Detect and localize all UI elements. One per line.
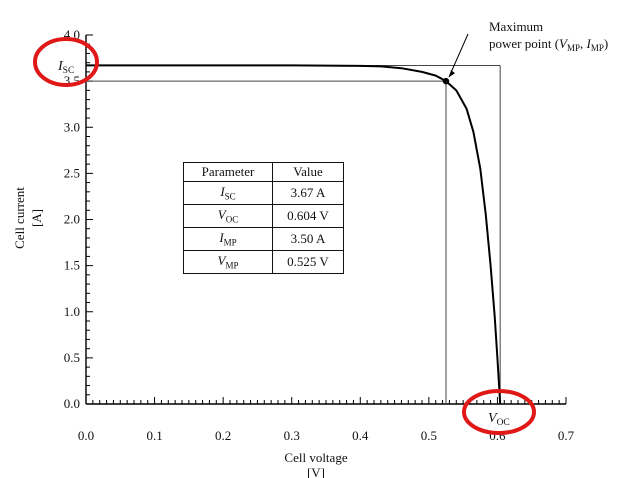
isc-axis-label: ISC (57, 59, 74, 76)
table-header-value: Value (272, 162, 344, 182)
table-cell-parameter: ISC (183, 181, 273, 205)
table-row: ISC 3.67 A (183, 181, 344, 205)
max-power-point (442, 77, 450, 85)
table-cell-parameter: IMP (183, 227, 273, 251)
y-tick-label: 1.5 (64, 258, 80, 273)
table-row: VOC 0.604 V (183, 204, 344, 228)
table-cell-parameter: VOC (183, 204, 273, 228)
mpp-annotation-arrow (448, 33, 469, 78)
x-tick-label: 0.7 (558, 428, 575, 443)
x-tick-label: 0.6 (489, 428, 506, 443)
iv-curve-line (86, 64, 502, 405)
parameter-table: Parameter Value ISC 3.67 A VOC 0.604 V I… (183, 162, 344, 274)
table-cell-value: 3.67 A (272, 181, 344, 205)
y-tick-label: 0.0 (64, 396, 80, 411)
table-row: VMP 0.525 V (183, 250, 344, 274)
x-axis-label: Cell voltage (284, 450, 347, 465)
y-axis-label: Cell current (12, 187, 27, 249)
table-cell-value: 3.50 A (272, 227, 344, 251)
isc-highlight-circle (33, 37, 99, 87)
table-row: IMP 3.50 A (183, 227, 344, 251)
y-tick-label: 2.0 (64, 212, 80, 227)
x-tick-label: 0.1 (146, 428, 162, 443)
voc-highlight-circle (462, 389, 536, 435)
voc-axis-label: VOC (488, 411, 510, 428)
table-cell-parameter: VMP (183, 250, 273, 274)
x-tick-label: 0.3 (284, 428, 300, 443)
y-tick-label: 3.0 (64, 119, 80, 134)
x-tick-label: 0.5 (421, 428, 437, 443)
mpp-annotation-line1: Maximum (489, 19, 543, 34)
mpp-annotation-arrowhead (449, 70, 455, 78)
table-cell-value: 0.604 V (272, 204, 344, 228)
x-tick-label: 0.2 (215, 428, 231, 443)
x-axis-unit-label: [V] (307, 465, 325, 478)
y-tick-label: 0.5 (64, 350, 80, 365)
x-tick-label: 0.0 (78, 428, 94, 443)
table-cell-value: 0.525 V (272, 250, 344, 274)
table-header-row: Parameter Value (183, 162, 344, 182)
mpp-annotation-line2: power point (VMP, IMP) (489, 36, 608, 53)
y-tick-label: 1.0 (64, 304, 80, 319)
table-header-parameter: Parameter (183, 162, 273, 182)
y-axis-unit-label: [A] (29, 209, 44, 227)
y-tick-label: 2.5 (64, 165, 80, 180)
x-tick-label: 0.4 (352, 428, 369, 443)
